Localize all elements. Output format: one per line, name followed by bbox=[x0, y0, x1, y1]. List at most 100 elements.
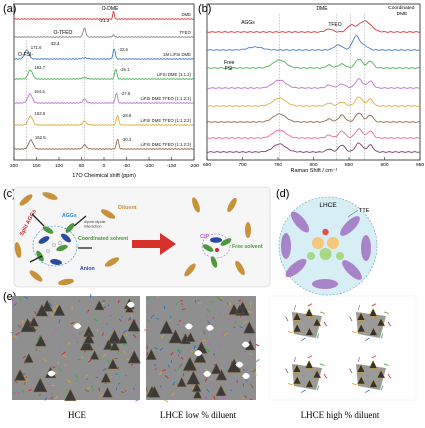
diluent-right-4 bbox=[245, 222, 251, 238]
e-box1-bond-119 bbox=[122, 329, 128, 334]
e-box2-bond-7 bbox=[199, 370, 202, 373]
cluster-0-bond-0 bbox=[323, 321, 328, 327]
cluster-1-bond-3 bbox=[351, 331, 357, 334]
trace-a-5 bbox=[13, 92, 194, 104]
tte-molecule-0 bbox=[290, 211, 310, 233]
e-box2-bond-40 bbox=[240, 368, 243, 371]
tick-label-a-3: 50 bbox=[79, 163, 85, 169]
tte-molecules bbox=[281, 211, 371, 289]
e-box1-bond-116 bbox=[118, 318, 123, 322]
e-box2-bond-29 bbox=[213, 352, 216, 357]
panel-a-traces: DME TFEO 1M LiFSI DME 171.6 -22.6 LiFSI DME (… bbox=[13, 11, 194, 160]
e-box1-bond-131 bbox=[75, 380, 78, 382]
e-box1-bg bbox=[12, 296, 140, 400]
e-box2-bond-68 bbox=[150, 314, 155, 319]
e-box2-void-5 bbox=[194, 350, 203, 357]
diluent-right-3 bbox=[235, 260, 245, 276]
e-box2-anion-9 bbox=[159, 320, 174, 334]
e-box1-anion-12 bbox=[127, 350, 141, 364]
e-box1-bond-135 bbox=[74, 337, 78, 341]
o-dme-value: -21.3 bbox=[99, 18, 110, 23]
e-box2-bond-13 bbox=[204, 396, 207, 399]
e-box1-bond-104 bbox=[107, 304, 110, 307]
dme-annotation: DME bbox=[316, 6, 328, 12]
e-box1-bond-21 bbox=[58, 367, 63, 372]
e-box1-bond-62 bbox=[98, 387, 101, 392]
e-box2-void-6 bbox=[241, 341, 250, 348]
cluster-3-bond-1 bbox=[381, 385, 383, 391]
e-box2-bond-92 bbox=[146, 319, 150, 323]
cluster-2-bond-2 bbox=[300, 389, 306, 393]
interaction-arrow-2 bbox=[29, 255, 43, 263]
trace-a-6 bbox=[13, 114, 194, 126]
e-box2-bond-33 bbox=[249, 398, 253, 401]
panel-b-xlabel: Raman Shift / cm⁻¹ bbox=[291, 168, 338, 174]
e-box1-anion-26 bbox=[127, 318, 141, 332]
panel-b-ticks: 650 700 750 800 850 900 950 bbox=[203, 157, 424, 168]
e-box2-bond-16 bbox=[160, 334, 165, 339]
e-box1-bond-72 bbox=[134, 319, 138, 322]
e-box2-bond-130 bbox=[187, 370, 190, 373]
e-box2-bond-27 bbox=[205, 347, 210, 353]
panel-a-letter: (a) bbox=[3, 3, 16, 15]
e-box2-bond-38 bbox=[213, 395, 216, 400]
e-box1-bond-106 bbox=[130, 363, 134, 367]
e-box1-bond-38 bbox=[15, 332, 20, 336]
e-box2-bond-129 bbox=[218, 343, 223, 347]
aggs-outline bbox=[32, 225, 78, 267]
e-box2-bond-64 bbox=[194, 299, 197, 303]
interaction-arrow-1 bbox=[73, 215, 87, 227]
snapshot-hce bbox=[10, 293, 141, 402]
trace-a-label-2: TFEO bbox=[180, 30, 192, 35]
tte-molecule-6 bbox=[361, 235, 371, 261]
e-box2-anion-18 bbox=[235, 304, 245, 314]
anion-molecule-0 bbox=[50, 259, 62, 265]
e-box2-bond-58 bbox=[226, 303, 229, 305]
panel-e: (e) HCE LHCE low % diluent LHCE high % d… bbox=[3, 291, 417, 420]
e-box1-bond-144 bbox=[128, 318, 132, 321]
e-box1-bond-79 bbox=[84, 374, 89, 377]
e-box2-anion-22 bbox=[210, 363, 222, 375]
e-box1-bond-139 bbox=[54, 395, 58, 400]
cluster-2-anion-2 bbox=[292, 375, 302, 385]
e-box1-bond-98 bbox=[122, 350, 127, 355]
e-box1-bond-117 bbox=[24, 296, 29, 300]
e-box1-bond-159 bbox=[13, 302, 17, 307]
e-box1-bond-125 bbox=[61, 351, 66, 356]
anion-molecule-2 bbox=[61, 233, 71, 243]
e-box2-bond-53 bbox=[209, 378, 213, 381]
e-box2-anion-19 bbox=[191, 382, 202, 392]
e-box1-anion-19 bbox=[79, 336, 94, 351]
e-box2-bond-105 bbox=[177, 354, 180, 357]
e-box2-bond-21 bbox=[182, 372, 185, 377]
core-sphere-5 bbox=[336, 252, 344, 260]
tick-label-a-7: -150 bbox=[167, 163, 177, 169]
e-box2-anion-21 bbox=[186, 370, 201, 385]
diluent-molecule-0 bbox=[19, 194, 33, 206]
tick-label-b-3: 800 bbox=[309, 162, 317, 168]
cluster-1-bond-6 bbox=[371, 303, 377, 307]
e-box1-bond-8 bbox=[109, 376, 112, 379]
panel-b-letter: (b) bbox=[198, 3, 211, 15]
cip-outline bbox=[201, 233, 231, 259]
e-box1-bond-49 bbox=[38, 393, 42, 396]
panel-d: (d) LHCE TTE bbox=[276, 188, 378, 296]
cluster-3-bond-4 bbox=[349, 368, 353, 374]
caption-hce: HCE bbox=[68, 410, 87, 420]
e-box2-anion-6 bbox=[148, 385, 161, 398]
e-box1-bond-63 bbox=[58, 319, 61, 324]
lhce-core-cluster bbox=[307, 228, 344, 260]
e-box1-anion-16 bbox=[100, 372, 112, 383]
e-box1-bond-134 bbox=[104, 382, 107, 385]
e-box2-bond-79 bbox=[154, 363, 156, 367]
diluent-right-1 bbox=[227, 197, 237, 213]
core-sphere-3 bbox=[319, 248, 332, 260]
cluster-1-anion-2 bbox=[356, 323, 366, 333]
e-box1-bond-114 bbox=[90, 385, 94, 388]
e-box1-bond-50 bbox=[62, 354, 68, 358]
e-box2-bond-121 bbox=[227, 318, 232, 322]
aggs-annotation: AGGs bbox=[241, 20, 255, 26]
e-box1-bond-64 bbox=[134, 331, 138, 335]
e-box1-bond-41 bbox=[21, 389, 25, 394]
tick-label-a-2: 100 bbox=[55, 163, 63, 169]
